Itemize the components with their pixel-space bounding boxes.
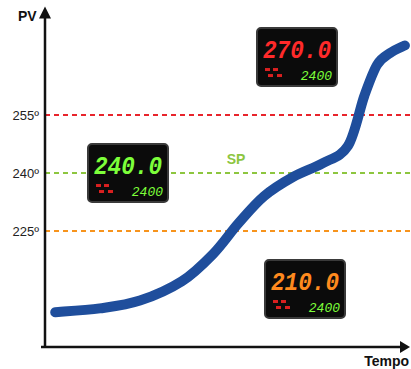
display-sp: 2400 bbox=[132, 185, 163, 200]
indicator bbox=[285, 306, 290, 309]
display-sp: 2400 bbox=[301, 69, 332, 84]
indicator bbox=[281, 300, 286, 303]
display-pv: 210.0 bbox=[271, 268, 339, 298]
controller-display: 210.0 2400 bbox=[265, 260, 345, 318]
indicator bbox=[104, 184, 109, 187]
chart: 225º240º255ºSPPVTempo270.02400240.024002… bbox=[0, 0, 411, 369]
indicator bbox=[273, 68, 278, 71]
controller-display: 270.0 2400 bbox=[257, 28, 337, 86]
indicator bbox=[273, 300, 278, 303]
indicator bbox=[268, 74, 273, 77]
controller-display: 240.0 2400 bbox=[88, 144, 168, 202]
display-body bbox=[88, 144, 168, 202]
y-axis bbox=[44, 15, 47, 348]
indicator bbox=[276, 306, 281, 309]
indicator bbox=[277, 74, 282, 77]
pv-curve bbox=[55, 45, 405, 312]
y-axis-label: PV bbox=[18, 8, 37, 24]
y-tick-label: 255º bbox=[13, 108, 40, 123]
indicator bbox=[99, 190, 104, 193]
y-tick-label: 240º bbox=[13, 166, 40, 181]
display-sp: 2400 bbox=[309, 301, 340, 316]
x-axis bbox=[41, 346, 404, 349]
plot-area bbox=[55, 45, 405, 312]
display-pv: 240.0 bbox=[94, 152, 162, 182]
indicator bbox=[96, 184, 101, 187]
display-body bbox=[257, 28, 337, 86]
indicator bbox=[108, 190, 113, 193]
y-tick-label: 225º bbox=[13, 224, 40, 239]
display-body bbox=[265, 260, 345, 318]
annotation: SP bbox=[227, 151, 246, 167]
x-axis-label: Tempo bbox=[364, 353, 409, 369]
x-axis-arrow bbox=[400, 341, 410, 353]
indicator bbox=[265, 68, 270, 71]
y-axis-arrow bbox=[39, 7, 51, 19]
display-pv: 270.0 bbox=[263, 36, 331, 66]
